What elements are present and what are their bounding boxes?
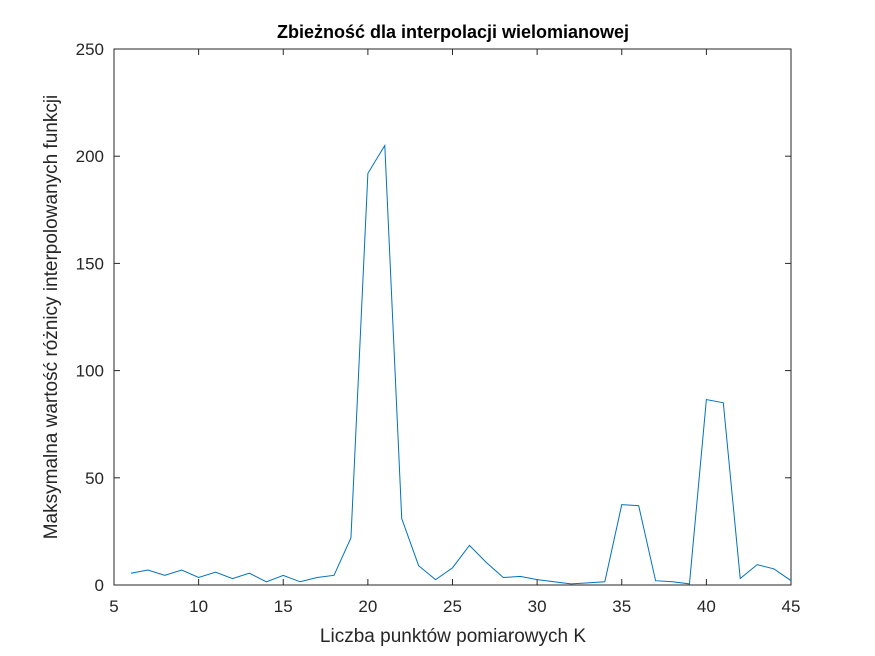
y-axis-label: Maksymalna wartość różnicy interpolowany…: [41, 95, 62, 540]
series-line: [130, 143, 792, 585]
y-tick-labels: 0 50 100 150 200 250: [76, 40, 104, 595]
axes-box: [113, 48, 792, 586]
x-tick-label: 10: [189, 597, 208, 616]
x-tick-label: 40: [697, 597, 716, 616]
x-tick-label: 5: [109, 597, 118, 616]
y-tick-label: 200: [76, 147, 104, 166]
x-tick-label: 20: [358, 597, 377, 616]
y-tick-label: 0: [95, 576, 104, 595]
x-tick-label: 15: [274, 597, 293, 616]
chart-title: Zbieżność dla interpolacji wielomianowej: [277, 22, 629, 42]
x-tick-label: 35: [612, 597, 631, 616]
y-tick-label: 150: [76, 254, 104, 273]
axis-ticks: [113, 48, 792, 586]
x-tick-label: 30: [528, 597, 547, 616]
y-tick-label: 250: [76, 40, 104, 59]
plot-area: [113, 48, 792, 586]
x-tick-label: 25: [443, 597, 462, 616]
x-axis-label: Liczba punktów pomiarowych K: [320, 626, 586, 647]
y-tick-label: 50: [85, 469, 104, 488]
x-tick-label: 45: [782, 597, 801, 616]
y-tick-label: 100: [76, 362, 104, 381]
x-tick-labels: 5 10 15 20 25 30 35 40 45: [109, 597, 800, 616]
